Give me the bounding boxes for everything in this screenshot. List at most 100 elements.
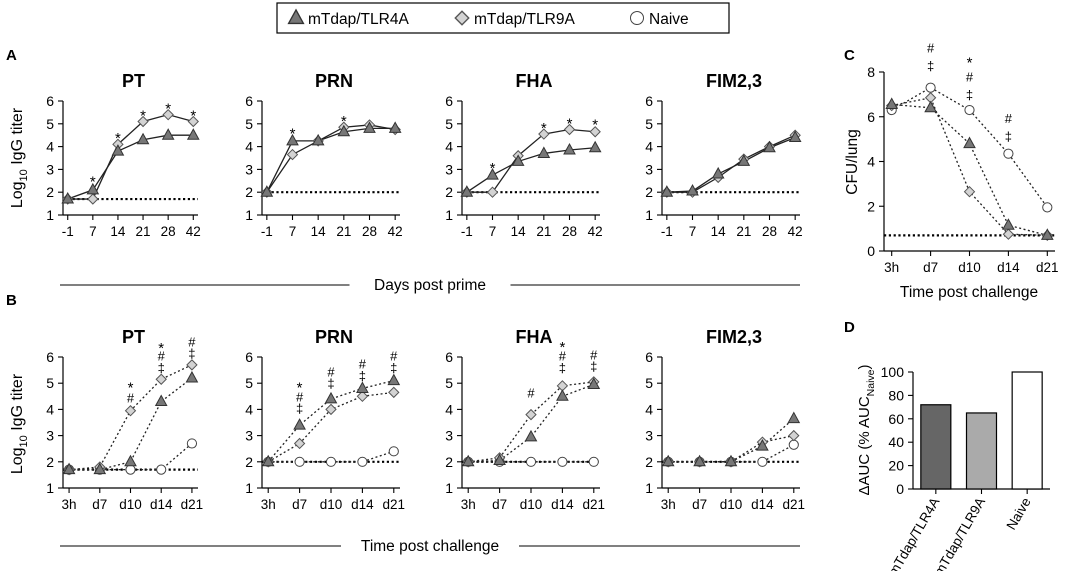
y-tick-label: 1: [645, 480, 653, 496]
y-tick-label: 4: [46, 401, 54, 417]
data-point-tlr4: [324, 391, 338, 404]
significance-mark: ‡: [359, 368, 366, 383]
significance-mark: *: [140, 107, 146, 124]
significance-mark: ‡: [590, 359, 597, 374]
series-line-tlr9: [666, 134, 796, 193]
y-tick-label: 3: [645, 161, 653, 177]
y-tick-label: 1: [445, 207, 453, 223]
data-point-tlr4: [388, 121, 402, 133]
data-point-tlr4: [93, 462, 107, 475]
x-tick-label: 14: [311, 224, 327, 239]
significance-mark: #: [327, 364, 335, 379]
data-point-naive: [388, 446, 399, 457]
x-tick-label: 28: [161, 224, 176, 239]
significance-mark: *: [90, 174, 96, 191]
significance-mark: #: [296, 389, 304, 404]
y-tick-label: 100: [881, 364, 905, 380]
significance-mark: *: [128, 380, 134, 397]
x-tick-label: 42: [186, 224, 201, 239]
significance-mark: #: [927, 40, 935, 55]
x-tick-label: d14: [150, 497, 173, 512]
data-point-tlr4: [461, 454, 475, 467]
significance-mark: *: [541, 120, 547, 137]
significance-mark: *: [967, 55, 973, 72]
x-tick-label: 14: [711, 224, 727, 239]
data-point-naive: [757, 456, 768, 467]
x-tick-label: -1: [62, 224, 74, 239]
data-point-tlr4: [588, 140, 602, 153]
chart-title: PT: [122, 71, 145, 91]
y-tick-label: 6: [445, 93, 453, 109]
series-line-naive: [268, 450, 394, 463]
data-point-tlr4: [788, 130, 802, 142]
y-tick-label: 3: [645, 428, 653, 444]
data-point-tlr4: [711, 166, 725, 179]
y-tick-label: 2: [245, 454, 253, 470]
auc-y-label: ΔAUC (% AUCNaive): [856, 364, 877, 495]
naive-legend-icon: [630, 11, 644, 25]
chart-A-PT: 1 2 3 4 5 6 -1 7 14 21 28 42 PT * * * * *: [46, 71, 201, 239]
data-point-tlr9: [286, 148, 299, 161]
data-point-tlr9: [124, 405, 137, 417]
data-point-tlr4: [787, 411, 801, 424]
data-point-tlr4: [724, 454, 738, 467]
data-point-tlr4: [260, 185, 274, 197]
data-point-tlr9: [1002, 228, 1015, 240]
y-tick-label: 5: [445, 116, 453, 132]
data-point-tlr4: [86, 182, 100, 195]
series-line-tlr4: [891, 103, 1048, 236]
x-tick-label: mTdap/TLR4A: [886, 495, 943, 571]
y-tick-label: 2: [645, 184, 653, 200]
x-tick-label: d14: [751, 497, 774, 512]
y-tick-label: 2: [445, 454, 453, 470]
x-tick-label: d14: [997, 260, 1020, 275]
y-tick-label: 6: [445, 349, 453, 365]
data-point-tlr4: [136, 132, 150, 145]
x-tick-label: d10: [119, 497, 142, 512]
data-point-naive: [788, 439, 799, 450]
y-tick-label: 4: [645, 401, 653, 417]
chart-title: FIM2,3: [706, 71, 762, 91]
y-tick-label: 6: [245, 349, 253, 365]
y-tick-label: 40: [888, 434, 904, 450]
y-tick-label: 60: [888, 411, 904, 427]
significance-mark: *: [290, 126, 296, 143]
data-point-tlr4: [1040, 228, 1054, 240]
significance-mark: ‡: [158, 360, 165, 375]
x-tick-label: d21: [181, 497, 204, 512]
x-tick-label: -1: [661, 224, 673, 239]
tlr9-legend-icon: [454, 10, 470, 26]
data-point-naive: [357, 456, 368, 467]
data-point-tlr4: [686, 184, 699, 196]
significance-mark: *: [158, 340, 164, 357]
y-tick-label: 6: [645, 93, 653, 109]
x-tick-label: d7: [692, 497, 707, 512]
data-point-naive: [925, 82, 936, 93]
x-tick-label: 3h: [461, 497, 476, 512]
y-tick-label: 5: [245, 116, 253, 132]
y-tick-label: 0: [896, 481, 904, 497]
y-tick-label: 4: [445, 139, 453, 155]
x-tick-label: d14: [351, 497, 374, 512]
data-point-tlr4: [124, 454, 137, 467]
x-tick-label: 7: [689, 224, 697, 239]
y-tick-label: 80: [888, 387, 904, 403]
data-point-tlr9: [486, 186, 499, 198]
y-tick-label: 4: [245, 401, 253, 417]
x-tick-label: 42: [788, 224, 803, 239]
y-tick-label: 20: [888, 458, 904, 474]
data-point-tlr9: [788, 429, 800, 442]
data-point-naive: [964, 104, 975, 116]
bar-2: [1011, 371, 1043, 490]
x-tick-label: -1: [461, 224, 473, 239]
significance-mark: ‡: [390, 360, 397, 375]
y-tick-label: 2: [445, 184, 453, 200]
y-axis-label: Log10 IgG titer: [9, 373, 30, 474]
data-point-naive: [557, 456, 568, 467]
chart-A-FHA: 1 2 3 4 5 6 -1 7 14 21 28 42 FHA * * * *: [445, 71, 602, 239]
data-point-tlr4: [963, 136, 976, 149]
